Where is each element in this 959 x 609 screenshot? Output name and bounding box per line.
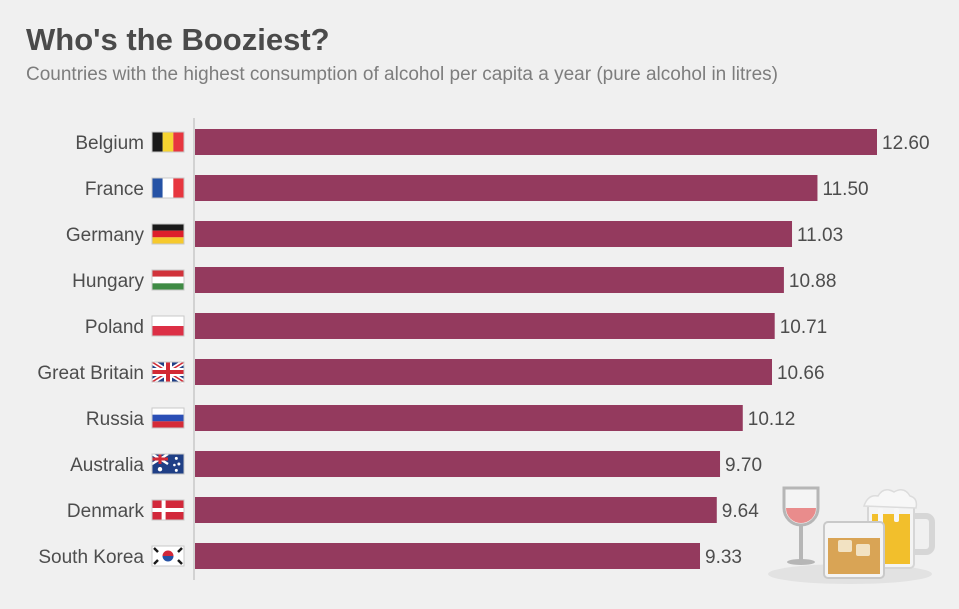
whiskey-glass-icon — [823, 521, 885, 579]
bar-hungary — [195, 267, 784, 293]
wine-glass-icon — [782, 486, 820, 565]
great-britain-flag-icon — [150, 359, 186, 385]
category-label-hungary: Hungary — [72, 271, 144, 292]
bar-germany — [195, 221, 793, 247]
chart-subtitle: Countries with the highest consumption o… — [26, 64, 778, 85]
bar-australia — [195, 451, 721, 477]
value-label-france: 11.50 — [822, 179, 868, 200]
poland-flag-icon — [151, 315, 185, 337]
bar-russia — [195, 405, 743, 431]
category-label-australia: Australia — [70, 455, 144, 476]
category-label-poland: Poland — [85, 317, 144, 338]
belgium-flag-icon — [151, 131, 185, 153]
category-label-france: France — [85, 179, 144, 200]
value-label-south-korea: 9.33 — [705, 547, 742, 568]
chart-title: Who's the Booziest? — [26, 22, 330, 57]
bar-great-britain — [195, 359, 772, 385]
value-label-belgium: 12.60 — [882, 133, 930, 154]
category-label-denmark: Denmark — [67, 501, 145, 522]
value-label-poland: 10.71 — [780, 317, 828, 338]
hungary-flag-icon — [151, 269, 185, 291]
value-label-australia: 9.70 — [725, 455, 762, 476]
france-flag-icon — [151, 177, 185, 199]
value-label-hungary: 10.88 — [789, 271, 837, 292]
australia-flag-icon — [151, 452, 185, 475]
bar-south-korea — [195, 543, 701, 569]
value-label-denmark: 9.64 — [722, 501, 759, 522]
south-korea-flag-icon — [151, 545, 185, 567]
value-label-russia: 10.12 — [748, 409, 796, 430]
russia-flag-icon — [151, 407, 185, 429]
denmark-flag-icon — [151, 499, 185, 521]
drinks-illustration — [768, 486, 935, 584]
category-label-south-korea: South Korea — [38, 547, 144, 568]
value-label-great-britain: 10.66 — [777, 363, 825, 384]
bar-france — [195, 175, 818, 201]
value-label-germany: 11.03 — [797, 225, 843, 246]
category-label-russia: Russia — [86, 409, 145, 430]
bar-belgium — [195, 129, 877, 155]
category-label-great-britain: Great Britain — [37, 363, 144, 384]
bar-denmark — [195, 497, 717, 523]
germany-flag-icon — [151, 223, 185, 245]
category-label-belgium: Belgium — [75, 133, 144, 154]
bar-poland — [195, 313, 775, 339]
category-label-germany: Germany — [66, 225, 145, 246]
